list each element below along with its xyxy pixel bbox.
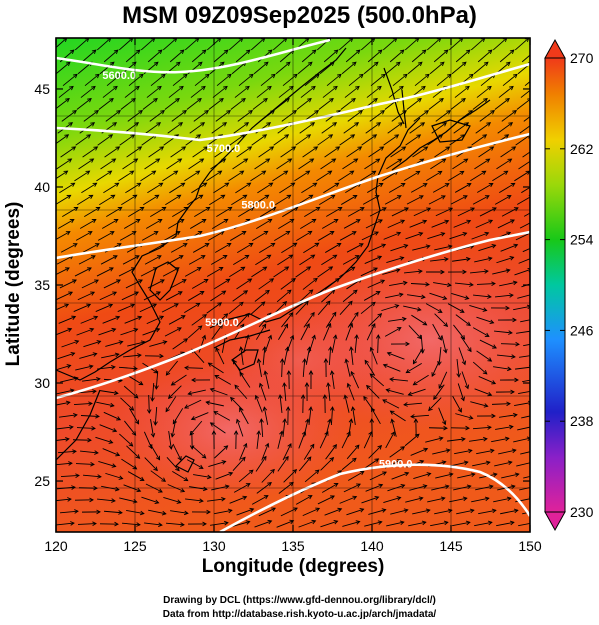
x-axis-label: Longitude (degrees) — [201, 556, 385, 577]
colorbar-label: 270 — [570, 50, 594, 66]
footer-credit: Drawing by DCL (https://www.gfd-dennou.o… — [163, 595, 436, 606]
y-tick-label: 30 — [34, 375, 50, 391]
x-tick-label: 145 — [439, 538, 463, 554]
contour-5800 — [56, 132, 530, 260]
footer-source: Data from http://database.rish.kyoto-u.a… — [162, 609, 437, 620]
colorbar-label: 246 — [570, 322, 594, 338]
map-title: MSM 09Z09Sep2025 (500.0hPa) — [122, 2, 477, 29]
colorbar-label: 254 — [570, 232, 594, 248]
contour-label: 5600.0 — [102, 70, 136, 82]
colorbar-label: 230 — [570, 504, 594, 520]
colorbar-label: 238 — [570, 413, 594, 429]
x-tick-label: 140 — [360, 538, 384, 554]
contour-5900-south — [219, 463, 530, 532]
contour-label: 5900.0 — [205, 317, 239, 329]
x-tick-label: 135 — [281, 538, 305, 554]
graticule — [56, 38, 530, 532]
height-contours — [56, 38, 530, 532]
colorbar-bottom-arrow — [544, 511, 566, 532]
colorbar: 270 262 254 246 238 230 — [544, 38, 594, 532]
colorbar-top-arrow — [544, 38, 566, 59]
x-tick-label: 120 — [44, 538, 68, 554]
y-tick-label: 40 — [34, 179, 50, 195]
contour-label: 5700.0 — [207, 143, 241, 155]
x-tick-label: 130 — [202, 538, 226, 554]
y-axis-ticks: 25 30 35 40 45 — [34, 81, 530, 489]
contour-5700 — [56, 62, 530, 142]
contour-labels: 5600.0 5700.0 5800.0 5900.0 5900.0 — [102, 70, 412, 470]
y-tick-label: 25 — [34, 473, 50, 489]
colorbar-bar — [544, 57, 566, 513]
contour-5600 — [56, 38, 331, 74]
colorbar-label: 262 — [570, 141, 594, 157]
contour-label: 5800.0 — [241, 200, 275, 212]
y-axis-label: Latitude (degrees) — [3, 201, 24, 367]
coastlines — [56, 47, 491, 473]
x-tick-label: 150 — [518, 538, 542, 554]
x-tick-label: 125 — [123, 538, 147, 554]
x-axis-ticks: 120 125 130 135 140 145 150 — [44, 38, 542, 554]
contour-label: 5900.0 — [379, 458, 413, 470]
y-tick-label: 45 — [34, 81, 50, 97]
contour-5900-north — [56, 230, 530, 400]
y-tick-label: 35 — [34, 277, 50, 293]
